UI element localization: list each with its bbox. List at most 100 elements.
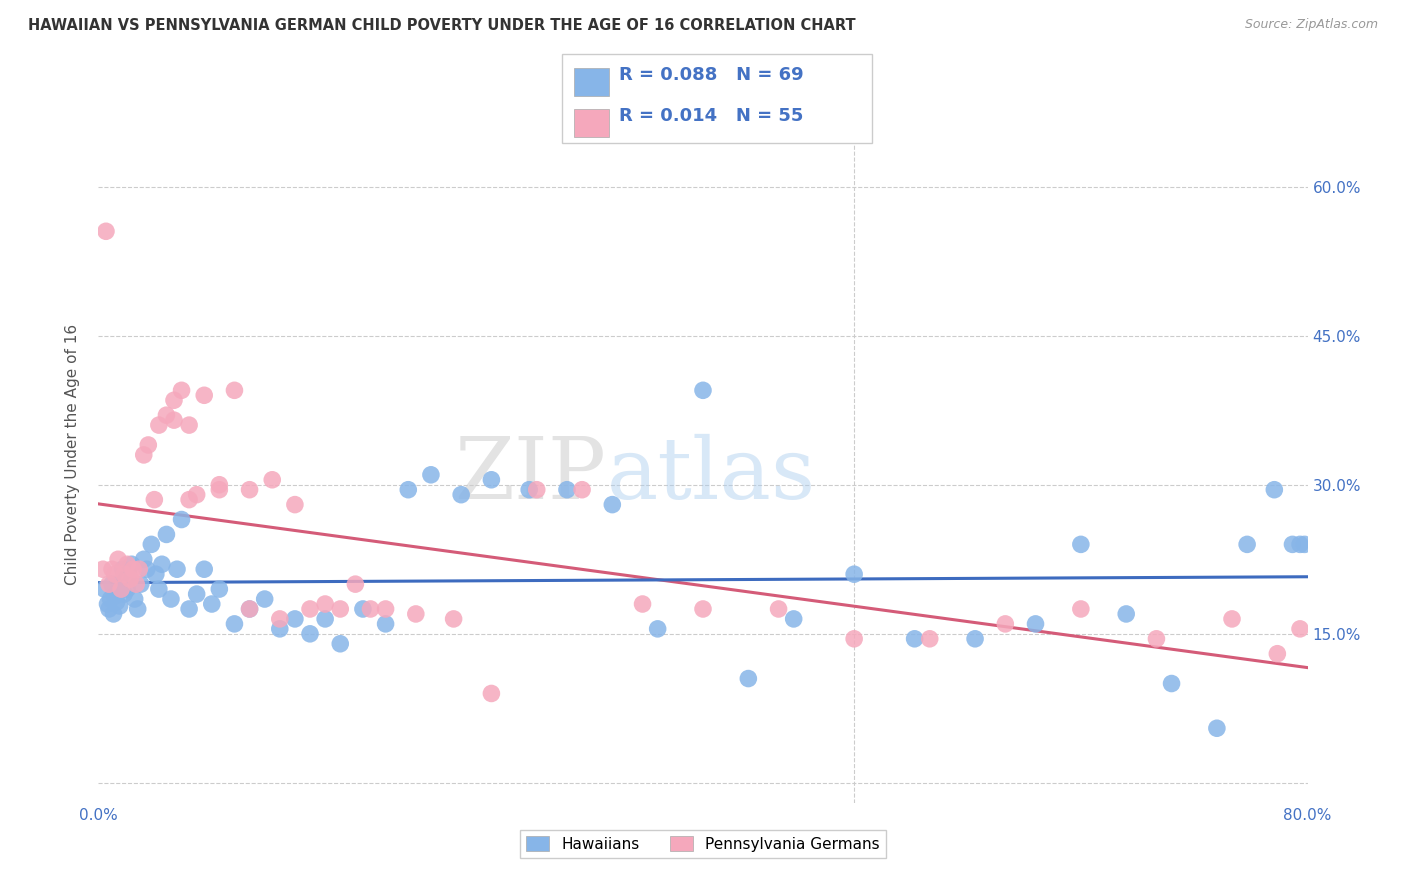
Text: R = 0.088   N = 69: R = 0.088 N = 69 [619,66,803,84]
Point [155,527,177,541]
Point [163,413,186,427]
Point [104,589,127,603]
Point [239,602,262,616]
Point [135,562,157,576]
Point [443,612,465,626]
Point [396,483,419,497]
Point [121,558,143,572]
Point [269,622,291,636]
Point [112,567,135,582]
Point [208,483,231,497]
Point [571,483,593,497]
Point [631,597,654,611]
Point [1024,616,1046,631]
Point [1263,483,1285,497]
Point [193,562,215,576]
Point [101,577,124,591]
Point [170,512,193,526]
Point [155,408,177,422]
Point [208,582,231,596]
Point [844,567,866,582]
Point [1281,537,1303,551]
Point [179,418,201,433]
Point [186,587,208,601]
Point [602,498,624,512]
Point [115,558,138,572]
Point [284,612,307,626]
Point [208,477,231,491]
Point [737,672,759,686]
Point [94,224,117,238]
Point [405,607,427,621]
Point [262,473,284,487]
Point [284,498,307,512]
Point [108,599,131,613]
Point [201,597,224,611]
Point [148,418,170,433]
Point [450,488,472,502]
Point [132,552,155,566]
Point [129,577,152,591]
Point [1289,622,1312,636]
Point [105,595,128,609]
Point [904,632,927,646]
Point [103,607,125,621]
Point [145,567,167,582]
Point [555,483,578,497]
Point [965,632,987,646]
Text: ZIP: ZIP [454,434,606,517]
Point [314,612,336,626]
Point [127,602,149,616]
Point [420,467,443,482]
Point [299,627,322,641]
Point [179,602,201,616]
Point [844,632,866,646]
Point [120,572,142,586]
Point [110,582,132,596]
Point [224,616,246,631]
Point [360,602,382,616]
Point [224,384,246,398]
Point [329,602,352,616]
Point [141,537,163,551]
Point [170,384,193,398]
Point [692,602,714,616]
Point [112,587,135,601]
Point [98,577,121,591]
Point [132,448,155,462]
Point [193,388,215,402]
Point [299,602,322,616]
Point [692,384,714,398]
Point [994,616,1017,631]
Point [481,686,503,700]
Point [96,597,118,611]
Point [1070,602,1092,616]
Point [150,558,173,572]
Point [1115,607,1137,621]
Point [91,562,114,576]
Point [143,492,166,507]
Point [98,602,121,616]
Point [918,632,941,646]
Point [1206,721,1229,735]
Point [160,592,183,607]
Point [93,582,115,596]
Point [1294,537,1316,551]
Text: atlas: atlas [606,434,815,517]
Point [239,602,262,616]
Point [344,577,367,591]
Point [115,582,138,596]
Point [1144,632,1167,646]
Point [100,592,122,607]
Point [239,483,262,497]
Point [166,562,188,576]
Text: HAWAIIAN VS PENNSYLVANIA GERMAN CHILD POVERTY UNDER THE AGE OF 16 CORRELATION CH: HAWAIIAN VS PENNSYLVANIA GERMAN CHILD PO… [28,18,856,33]
Point [128,562,150,576]
Point [269,612,291,626]
Point [124,592,146,607]
Text: Source: ZipAtlas.com: Source: ZipAtlas.com [1244,18,1378,31]
Point [1070,537,1092,551]
Point [647,622,669,636]
Point [136,438,159,452]
Point [314,597,336,611]
